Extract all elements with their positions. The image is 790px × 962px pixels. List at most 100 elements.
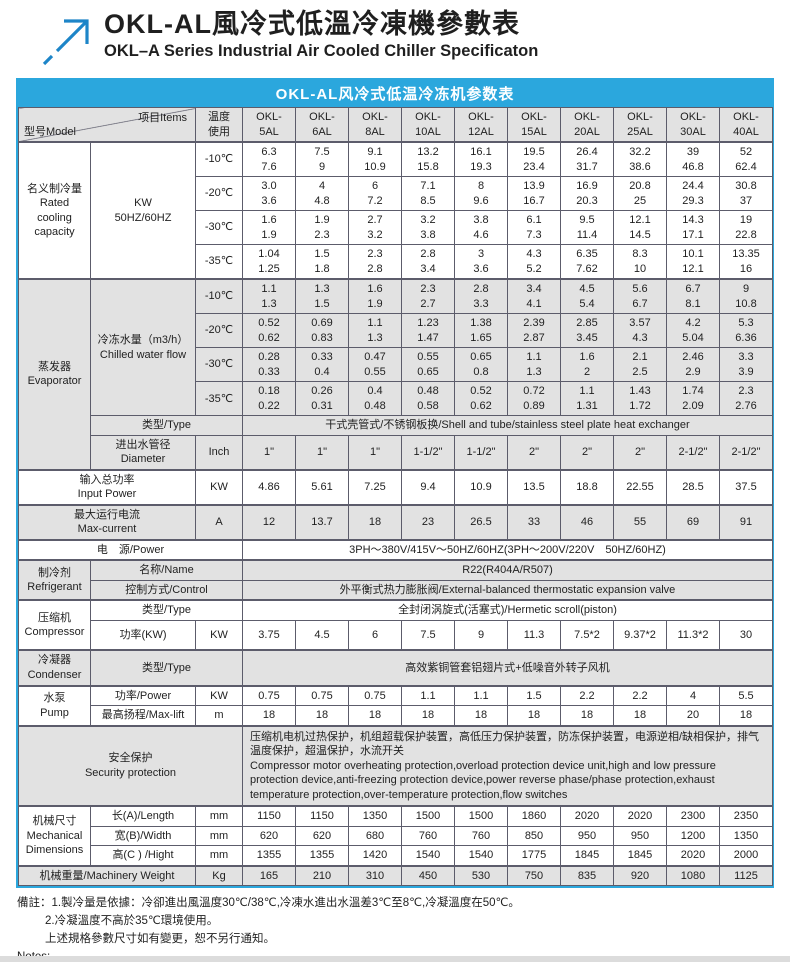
item-label: 功率(KW) (90, 619, 196, 651)
value-span: 高效紫铜管套铝翅片式+低噪音外转子风机 (242, 649, 773, 687)
value-cell: 1080 (666, 864, 720, 887)
value-cell: 165 (242, 864, 296, 887)
value-cell: 1.5 (507, 684, 561, 707)
table-row: 最大运行电流 Max-current A 12 13.7 18 23 26.5 33 46 55 6… (18, 503, 773, 541)
value-cell: 1-1/2" (401, 434, 455, 471)
value-cell: 1.1 (454, 684, 508, 707)
section-refrigerant: 制冷剂 Refrigerant (18, 559, 91, 601)
value-cell: 0.52 0.62 (454, 381, 508, 417)
value-cell: 1.6 2 (560, 347, 614, 383)
temp-label: -20℃ (195, 176, 243, 212)
value-cell: 10.1 12.1 (666, 244, 720, 280)
value-cell: 6 (348, 619, 402, 651)
table-row: 最高扬程/Max-lift m 18 18 18 18 18 18 18 18 20 18 (19, 705, 773, 727)
value-cell: 6.3 7.6 (242, 141, 296, 178)
value-cell: 3.3 3.9 (719, 347, 773, 383)
value-cell: 1-1/2" (454, 434, 508, 471)
value-cell: 7.5 (401, 619, 455, 651)
value-cell: 1775 (507, 845, 561, 867)
table-row: 机械重量/Machinery Weight Kg 165 210 310 450 530 75… (18, 864, 773, 887)
value-cell: 5.5 (719, 684, 773, 707)
value-cell: 1355 (295, 845, 349, 867)
header-model: OKL- 20AL (560, 107, 614, 143)
title-block: OKL-AL風冷式低溫冷凍機參數表 OKL–A Series Industria… (104, 8, 538, 61)
item-label: 最高扬程/Max-lift (90, 705, 196, 727)
value-cell: 310 (348, 864, 402, 887)
temp-label: -10℃ (195, 278, 243, 315)
header-model: OKL- 8AL (348, 107, 402, 143)
value-cell: 1.1 1.3 (242, 278, 296, 315)
value-cell: 26.4 31.7 (560, 141, 614, 178)
value-cell: 2.39 2.87 (507, 313, 561, 349)
value-cell: 1.04 1.25 (242, 244, 296, 280)
section-dimensions: 机械尺寸 Mechanical Dimensions (18, 805, 91, 867)
value-cell: 0.55 0.65 (401, 347, 455, 383)
item-label: 进出水管径 Diameter (90, 434, 196, 471)
value-cell: 1.6 1.9 (242, 210, 296, 246)
value-cell: 1150 (295, 805, 349, 827)
value-cell: 18 (719, 705, 773, 727)
value-cell: 3.0 3.6 (242, 176, 296, 212)
value-cell: 18.8 (560, 468, 614, 506)
value-cell: 16.1 19.3 (454, 141, 508, 178)
value-span: 全封闭涡旋式(活塞式)/Hermetic scroll(piston) (242, 599, 773, 621)
value-cell: 18 (242, 705, 296, 727)
page-title: OKL-AL風冷式低溫冷凍機參數表 (104, 9, 520, 39)
value-cell: 620 (242, 825, 296, 847)
value-cell: 4 4.8 (295, 176, 349, 212)
table-row: 型号Model 项目Items 温度 使用 OKL- 5AL OKL- 6AL OKL- … (18, 107, 773, 143)
value-cell: 18 (295, 705, 349, 727)
value-cell: 20.8 25 (613, 176, 667, 212)
item-label: 长(A)/Length (90, 805, 196, 827)
table-row: 安全保护 Security protection 压缩机电机过热保护，机组超载保护… (18, 724, 773, 807)
value-cell: 22.55 (613, 468, 667, 506)
header-model: OKL- 40AL (719, 107, 773, 143)
item-label: 类型/Type (90, 415, 243, 436)
section-input-power: 输入总功率 Input Power (18, 468, 196, 506)
value-cell: 2.3 2.76 (719, 381, 773, 417)
value-cell: 39 46.8 (666, 141, 720, 178)
value-cell: 2.8 3.3 (454, 278, 508, 315)
table-row: -20℃ 3.0 3.6 4 4.8 6 7.2 7.1 8.5 8 9.6 13.9 16… (19, 176, 773, 212)
value-cell: 6 7.2 (348, 176, 402, 212)
value-cell: 750 (507, 864, 561, 887)
unit-label: Inch (195, 434, 243, 471)
value-cell: 1" (348, 434, 402, 471)
item-label: 宽(B)/Width (90, 825, 196, 847)
value-cell: 2-1/2" (719, 434, 773, 471)
value-cell: 12 (242, 503, 296, 541)
value-cell: 1.5 1.8 (295, 244, 349, 280)
value-cell: 1.1 (401, 684, 455, 707)
value-cell: 850 (507, 825, 561, 847)
unit-label: Kg (195, 864, 243, 887)
table-title-band: OKL-AL风冷式低温冷冻机参数表 (18, 80, 772, 107)
value-cell: 8.3 10 (613, 244, 667, 280)
section-compressor: 压缩机 Compressor (18, 599, 91, 651)
section-max-current: 最大运行电流 Max-current (18, 503, 196, 541)
header-model: OKL- 25AL (613, 107, 667, 143)
value-cell: 1540 (454, 845, 508, 867)
value-cell: 2.85 3.45 (560, 313, 614, 349)
value-cell: 1420 (348, 845, 402, 867)
value-cell: 2020 (613, 805, 667, 827)
unit-label: KW 50HZ/60HZ (90, 141, 196, 280)
value-cell: 0.52 0.62 (242, 313, 296, 349)
value-cell: 1350 (348, 805, 402, 827)
value-span: 干式壳管式/不锈钢板换/Shell and tube/stainless ste… (242, 415, 773, 436)
table-row: 控制方式/Control 外平衡式热力膨胀阀/External-balanced … (19, 579, 773, 601)
value-cell: 3.75 (242, 619, 296, 651)
value-cell: 3.4 4.1 (507, 278, 561, 315)
value-cell: 3.57 4.3 (613, 313, 667, 349)
value-cell: 2" (613, 434, 667, 471)
temp-label: -30℃ (195, 210, 243, 246)
table-row: 输入总功率 Input Power KW 4.86 5.61 7.25 9.4 10.9 13… (18, 468, 773, 506)
value-cell: 18 (560, 705, 614, 727)
section-weight: 机械重量/Machinery Weight (18, 864, 196, 887)
table-row: 制冷剂 Refrigerant 名称/Name R22(R404A/R507) (18, 559, 773, 601)
header-model-label: 型号Model (24, 125, 76, 138)
section-evaporator: 蒸发器 Evaporator (18, 278, 91, 471)
value-cell: 18 (348, 503, 402, 541)
spec-table-body: 型号Model 项目Items 温度 使用 OKL- 5AL OKL- 6AL OKL- … (18, 107, 773, 887)
value-cell: 620 (295, 825, 349, 847)
page-header: OKL-AL風冷式低溫冷凍機參數表 OKL–A Series Industria… (0, 0, 790, 78)
